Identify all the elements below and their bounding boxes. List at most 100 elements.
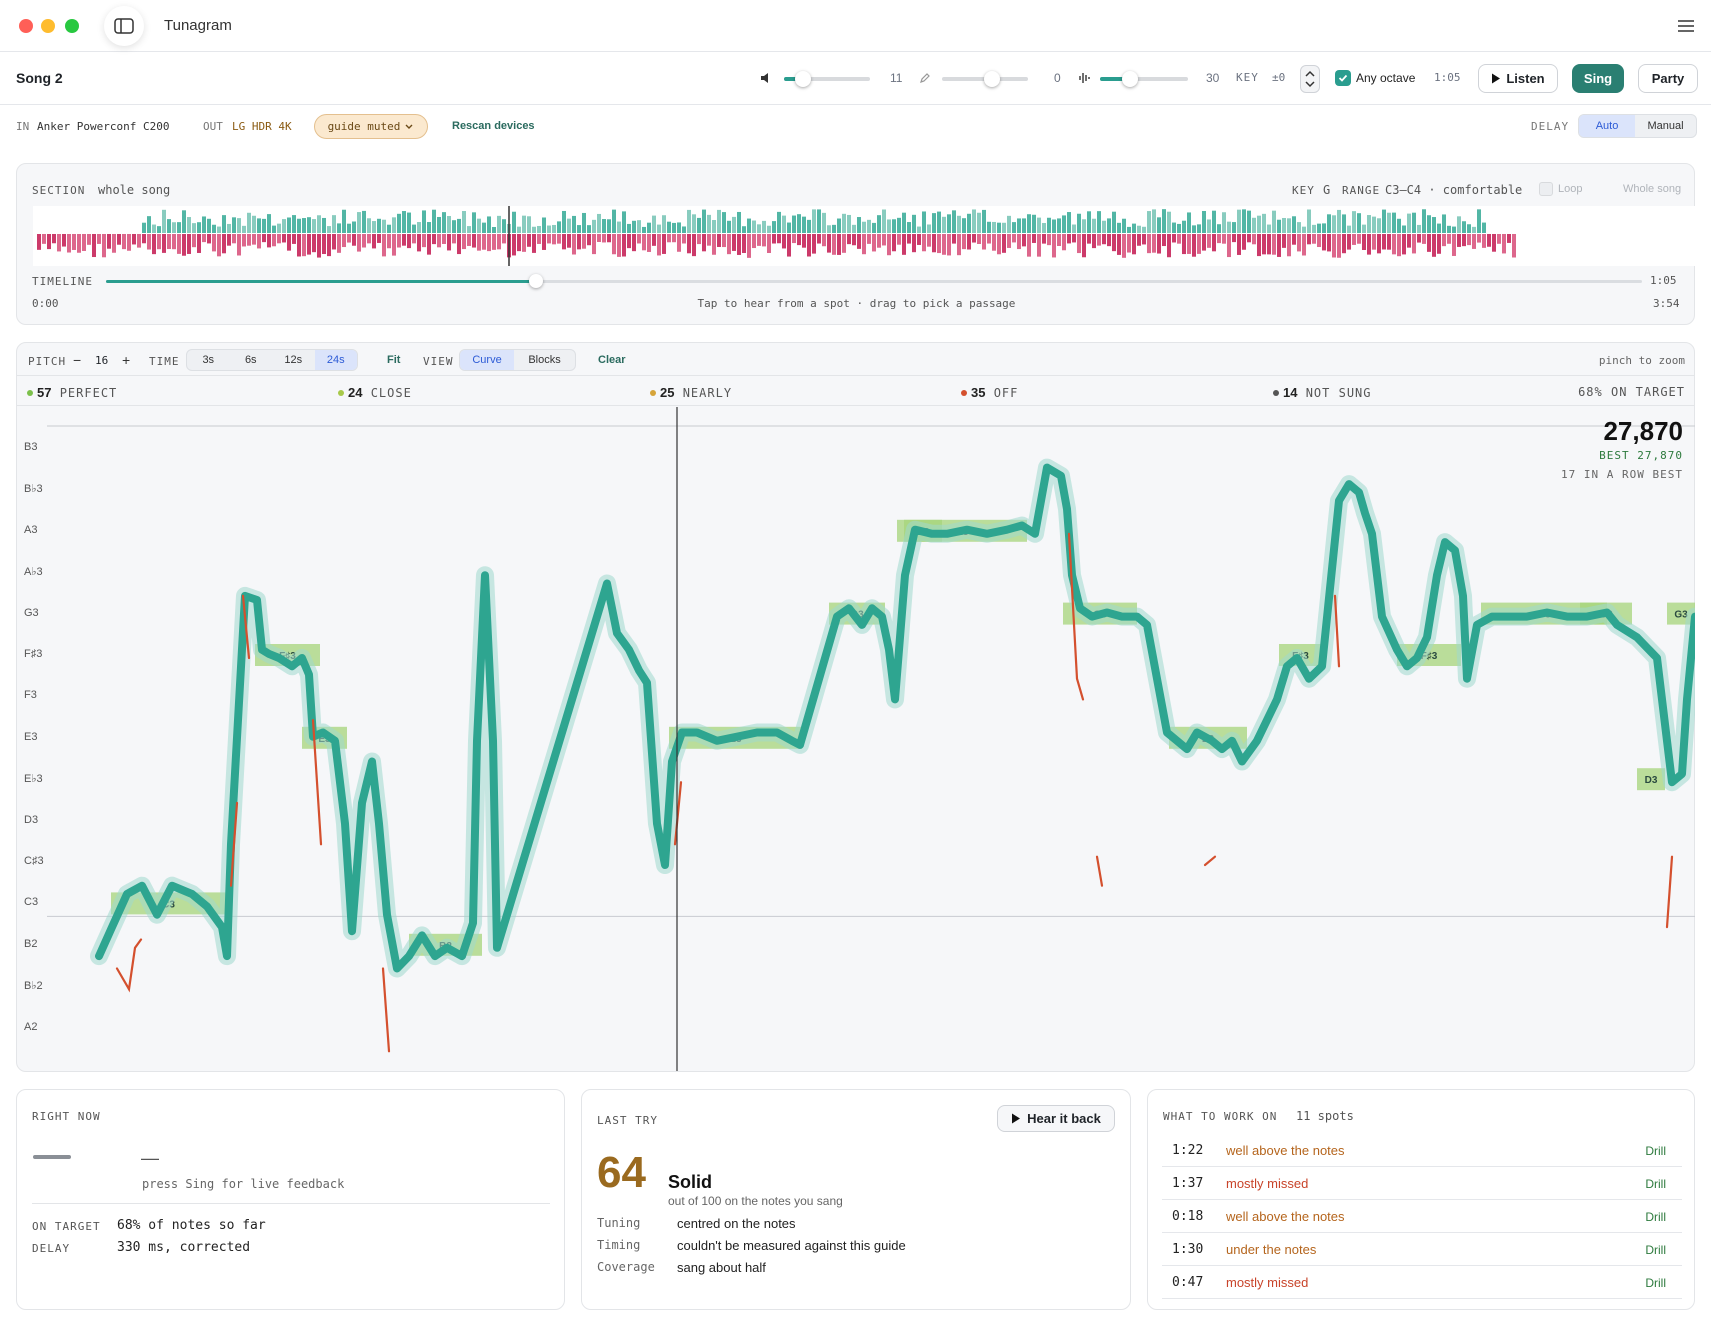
overview-guide-bar bbox=[167, 234, 171, 250]
zoom-window-button[interactable] bbox=[65, 19, 79, 33]
menu-button[interactable] bbox=[1674, 14, 1698, 38]
overview-voice-bar bbox=[1272, 210, 1276, 233]
loop-checkbox[interactable] bbox=[1539, 182, 1553, 196]
delay-auto-option[interactable]: Auto bbox=[1579, 115, 1636, 137]
overview-voice-bar bbox=[1177, 223, 1181, 233]
drill-button[interactable]: Drill bbox=[1645, 1210, 1666, 1224]
overview-guide-bar bbox=[1097, 234, 1101, 246]
sing-button[interactable]: Sing bbox=[1572, 64, 1624, 93]
overview-voice-bar bbox=[632, 220, 636, 233]
input-device[interactable]: Anker Powerconf C200 bbox=[37, 120, 170, 133]
off-pitch-stroke bbox=[673, 781, 683, 846]
overview-voice-bar bbox=[1122, 218, 1126, 233]
output-device[interactable]: LG HDR 4K bbox=[232, 120, 292, 133]
listen-button[interactable]: Listen bbox=[1478, 64, 1558, 93]
overview-voice-bar bbox=[287, 217, 291, 233]
overview-guide-bar bbox=[1487, 234, 1491, 247]
pitch-increase-button[interactable]: + bbox=[122, 352, 131, 368]
work-item[interactable]: 1:22 well above the notes Drill bbox=[1162, 1134, 1682, 1167]
guide-muted-dropdown[interactable]: guide muted bbox=[314, 114, 428, 139]
overview-voice-bar bbox=[377, 218, 381, 233]
overview-voice-bar bbox=[362, 210, 366, 233]
play-icon bbox=[1012, 1113, 1021, 1124]
any-octave-checkbox[interactable] bbox=[1335, 70, 1351, 86]
drill-button[interactable]: Drill bbox=[1645, 1177, 1666, 1191]
overview-voice-bar bbox=[1237, 209, 1241, 233]
wave-slider-knob[interactable] bbox=[1121, 71, 1138, 87]
overview-guide-bar bbox=[467, 234, 471, 246]
overview-guide-bar bbox=[832, 234, 836, 255]
accuracy-stats: 57 PERFECT 24 CLOSE 25 NEARLY 35 OFF 14 … bbox=[17, 376, 1695, 406]
overview-guide-bar bbox=[367, 234, 371, 244]
delay-stat-label: DELAY bbox=[32, 1242, 71, 1255]
key-stepper[interactable] bbox=[1300, 65, 1320, 93]
overview-guide-bar bbox=[567, 234, 571, 248]
timing-value: couldn't be measured against this guide bbox=[677, 1238, 906, 1253]
overview-voice-bar bbox=[222, 215, 226, 233]
overview-voice-bar bbox=[642, 226, 646, 233]
overview-voice-bar bbox=[1047, 217, 1051, 233]
overview-voice-bar bbox=[167, 219, 171, 233]
pitch-meter-bar bbox=[33, 1155, 71, 1159]
minimize-window-button[interactable] bbox=[41, 19, 55, 33]
overview-voice-bar bbox=[292, 215, 296, 233]
view-option-curve[interactable]: Curve bbox=[460, 350, 515, 370]
pitch-decrease-button[interactable]: − bbox=[73, 352, 82, 368]
overview-guide-bar bbox=[1362, 234, 1366, 250]
sidebar-toggle-button[interactable] bbox=[104, 6, 144, 46]
volume-slider-knob[interactable] bbox=[794, 71, 811, 87]
overview-guide-bar bbox=[1322, 234, 1326, 251]
loop-label: Loop bbox=[1558, 183, 1583, 195]
drill-button[interactable]: Drill bbox=[1645, 1276, 1666, 1290]
work-item[interactable]: 0:18 well above the notes Drill bbox=[1162, 1200, 1682, 1233]
fit-button[interactable]: Fit bbox=[387, 354, 401, 366]
any-octave-label: Any octave bbox=[1356, 71, 1416, 85]
time-option-24s[interactable]: 24s bbox=[314, 350, 357, 370]
overview-guide-bar bbox=[517, 234, 521, 252]
hear-it-back-button[interactable]: Hear it back bbox=[997, 1105, 1115, 1132]
timeline-knob[interactable] bbox=[529, 274, 544, 288]
overview-voice-bar bbox=[447, 216, 451, 233]
party-button[interactable]: Party bbox=[1638, 64, 1698, 93]
volume-slider[interactable] bbox=[784, 71, 870, 87]
delay-manual-option[interactable]: Manual bbox=[1647, 120, 1684, 132]
whole-song-button[interactable]: Whole song bbox=[1623, 183, 1682, 195]
song-overview[interactable] bbox=[33, 206, 1699, 266]
overview-guide-bar bbox=[1437, 234, 1441, 254]
overview-guide-bar bbox=[1217, 234, 1221, 244]
view-option-blocks[interactable]: Blocks bbox=[528, 354, 561, 366]
overview-guide-bar bbox=[522, 234, 526, 252]
time-option-6s[interactable]: 6s bbox=[244, 354, 257, 366]
time-option-3s[interactable]: 3s bbox=[202, 354, 215, 366]
overview-guide-bar bbox=[617, 234, 621, 257]
clear-button[interactable]: Clear bbox=[598, 354, 626, 366]
overview-voice-bar bbox=[797, 214, 801, 233]
mic-gain-slider[interactable] bbox=[942, 71, 1028, 87]
mic-gain-slider-knob[interactable] bbox=[983, 71, 1000, 87]
drill-button[interactable]: Drill bbox=[1645, 1243, 1666, 1257]
time-option-12s[interactable]: 12s bbox=[284, 354, 303, 366]
list-menu-icon bbox=[1678, 20, 1694, 32]
work-item[interactable]: 0:47 mostly missed Drill bbox=[1162, 1266, 1682, 1299]
overview-guide-bar bbox=[1202, 234, 1206, 251]
perfect-dot bbox=[27, 390, 33, 396]
overview-voice-bar bbox=[537, 225, 541, 233]
work-item[interactable]: 1:30 under the notes Drill bbox=[1162, 1233, 1682, 1266]
pitch-graph[interactable]: C3 F♯3 E3 B2 E3 G3 A3 A3 G3 E3 F♯3 F♯3 G3 G3 D3 G3 bbox=[17, 407, 1695, 1071]
rescan-devices-link[interactable]: Rescan devices bbox=[452, 120, 535, 132]
wave-slider[interactable] bbox=[1100, 71, 1188, 87]
overview-guide-bar bbox=[87, 234, 91, 245]
overview-guide-bar bbox=[997, 234, 1001, 255]
overview-voice-bar bbox=[412, 224, 416, 233]
overview-guide-bar bbox=[642, 234, 646, 251]
close-window-button[interactable] bbox=[19, 19, 33, 33]
overview-voice-bar bbox=[207, 218, 211, 233]
drill-button[interactable]: Drill bbox=[1645, 1144, 1666, 1158]
work-item[interactable]: 1:37 mostly missed Drill bbox=[1162, 1167, 1682, 1200]
overview-guide-bar bbox=[1402, 234, 1406, 255]
overview-guide-bar bbox=[1287, 234, 1291, 257]
overview-voice-bar bbox=[1082, 219, 1086, 233]
timeline-scrubber[interactable] bbox=[106, 274, 1642, 288]
overview-guide-bar bbox=[1282, 234, 1286, 248]
overview-voice-bar bbox=[312, 219, 316, 233]
